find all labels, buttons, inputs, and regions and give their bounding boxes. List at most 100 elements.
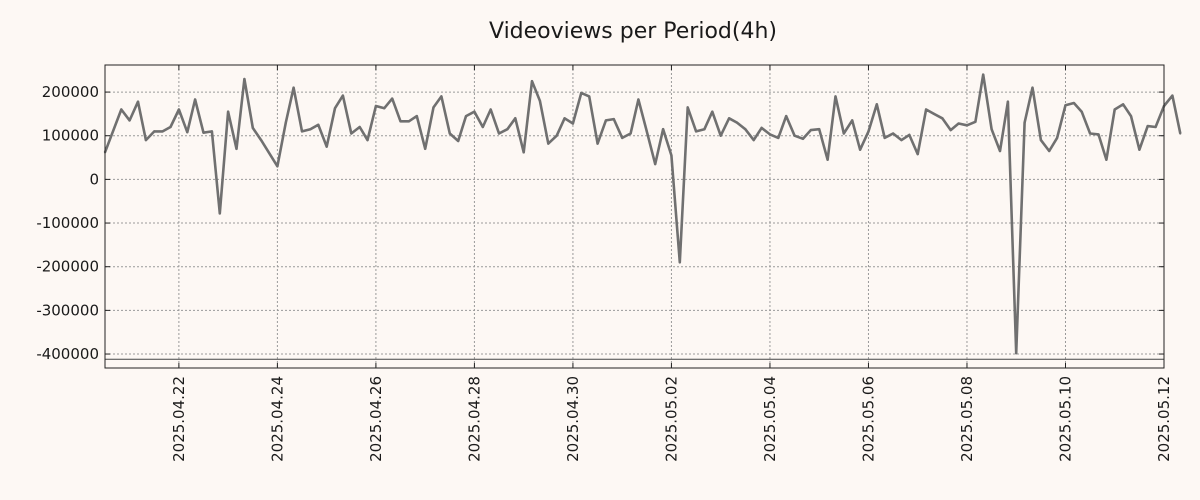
x-tick-label: 2025.05.02 xyxy=(662,376,680,462)
data-point xyxy=(243,77,246,81)
data-point xyxy=(719,134,722,137)
data-point xyxy=(358,125,361,129)
data-point xyxy=(785,114,788,118)
data-point xyxy=(284,121,287,124)
data-point xyxy=(251,126,254,129)
data-point xyxy=(227,110,230,113)
data-point xyxy=(317,123,320,126)
data-point xyxy=(333,107,337,110)
data-point xyxy=(670,154,673,157)
data-point xyxy=(1015,352,1018,355)
series-layer xyxy=(103,73,1182,355)
y-tick-label: -300000 xyxy=(36,301,99,319)
data-point xyxy=(144,138,147,142)
data-point xyxy=(128,119,131,122)
data-point xyxy=(415,114,418,118)
data-point xyxy=(596,142,599,145)
data-point xyxy=(383,107,386,110)
data-point xyxy=(735,121,739,124)
data-point xyxy=(998,149,1002,153)
data-point xyxy=(136,100,140,103)
data-point xyxy=(153,130,156,133)
y-tick-label: 200000 xyxy=(42,83,99,101)
data-point xyxy=(1105,158,1108,161)
data-point xyxy=(654,163,657,166)
data-point xyxy=(424,147,427,150)
data-point xyxy=(341,94,345,97)
x-tick-label: 2025.04.22 xyxy=(170,376,188,462)
data-point xyxy=(120,108,123,111)
data-point xyxy=(694,130,698,133)
data-point xyxy=(350,132,353,135)
data-point xyxy=(1097,133,1100,136)
data-point xyxy=(473,110,476,113)
data-point xyxy=(1171,94,1174,97)
data-point xyxy=(686,106,689,109)
data-point xyxy=(522,151,525,154)
data-point xyxy=(1023,121,1026,124)
plot-frame xyxy=(104,64,1165,369)
data-point xyxy=(1129,114,1133,118)
data-point xyxy=(851,119,854,122)
y-tick-label: 100000 xyxy=(42,127,99,145)
data-point xyxy=(366,138,369,142)
x-tick-label: 2025.05.12 xyxy=(1155,376,1173,462)
data-point xyxy=(604,119,608,122)
data-point xyxy=(374,104,378,108)
data-point xyxy=(891,132,895,135)
data-point xyxy=(957,122,960,125)
data-point xyxy=(834,95,837,98)
data-point xyxy=(768,133,772,136)
data-point xyxy=(990,128,993,131)
data-point xyxy=(235,147,238,150)
data-point xyxy=(547,142,550,145)
data-point xyxy=(530,80,534,83)
data-point xyxy=(506,128,509,131)
data-point xyxy=(1122,103,1125,106)
data-point xyxy=(1080,110,1083,113)
data-point xyxy=(1056,136,1059,140)
data-point xyxy=(1089,132,1092,135)
y-axis-ticks: 200000 100000 0 -100000 -200000 -300000 -40000… xyxy=(36,83,1164,363)
x-tick-label: 2025.05.10 xyxy=(1056,376,1074,462)
data-point xyxy=(481,125,484,129)
data-point xyxy=(194,98,197,101)
data-point xyxy=(448,132,451,135)
data-point xyxy=(703,128,706,131)
data-point xyxy=(645,130,648,133)
x-tick-label: 2025.04.30 xyxy=(564,376,582,462)
data-point xyxy=(727,117,731,120)
data-point xyxy=(621,136,624,140)
data-point xyxy=(580,91,583,95)
data-point xyxy=(260,138,263,142)
data-point xyxy=(1179,132,1182,135)
data-point xyxy=(1031,86,1034,89)
data-point xyxy=(612,118,615,121)
data-point xyxy=(842,132,845,135)
data-point xyxy=(432,106,435,109)
data-point xyxy=(1154,125,1157,129)
y-tick-label: 0 xyxy=(89,170,99,188)
data-point xyxy=(464,114,468,118)
data-point xyxy=(974,120,977,123)
data-point xyxy=(218,212,221,215)
data-point xyxy=(941,117,944,120)
data-point xyxy=(818,128,821,131)
data-point xyxy=(900,138,903,142)
data-point xyxy=(276,165,279,168)
data-point xyxy=(309,128,312,131)
data-point xyxy=(637,98,640,101)
data-point xyxy=(932,112,936,115)
data-point xyxy=(407,120,411,123)
x-tick-label: 2025.04.26 xyxy=(367,376,385,462)
data-point xyxy=(801,137,805,140)
data-point xyxy=(489,108,492,111)
data-point xyxy=(514,117,517,120)
data-point xyxy=(744,128,747,131)
data-point xyxy=(1072,101,1075,105)
data-point xyxy=(202,131,205,134)
data-point xyxy=(949,128,952,132)
data-point xyxy=(1039,138,1042,142)
